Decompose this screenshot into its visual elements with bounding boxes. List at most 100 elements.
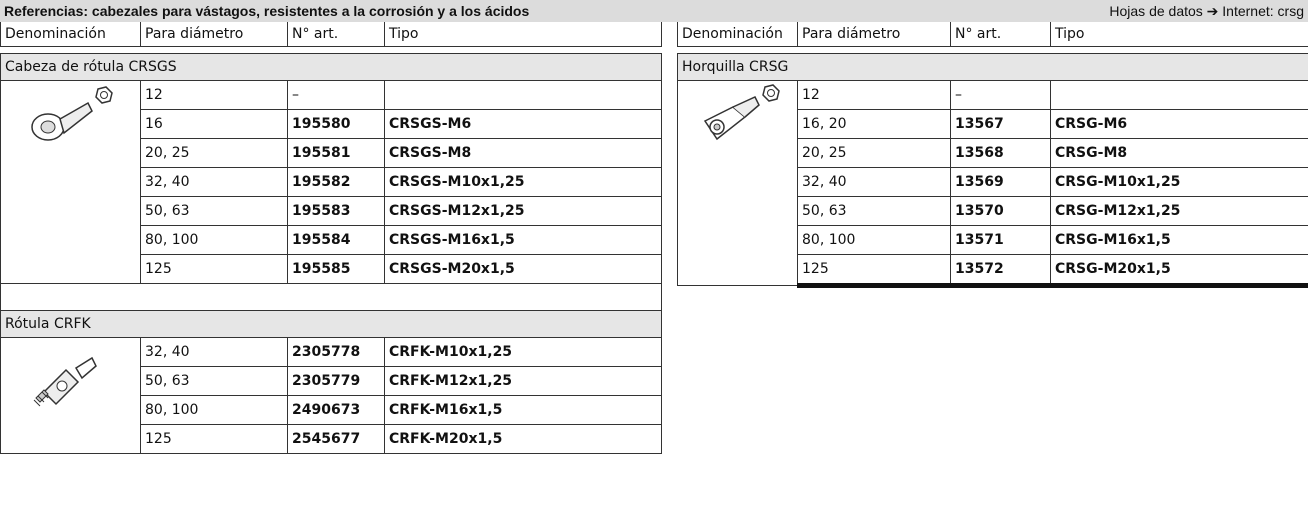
- spacer-cell: [677, 46, 1308, 54]
- type: CRSG-M10x1,25: [1050, 167, 1308, 197]
- title: Referencias: cabezales para vástagos, re…: [4, 3, 530, 19]
- diameter: 16: [140, 109, 288, 139]
- part-number: 13568: [950, 138, 1051, 168]
- group-row: Horquilla CRSG: [677, 53, 1308, 81]
- header-row: Denominación Para diámetro N° art. Tipo: [677, 22, 1308, 47]
- spacer: [0, 46, 662, 54]
- type: CRSGS-M20x1,5: [384, 254, 662, 284]
- type: CRSGS-M16x1,5: [384, 225, 662, 255]
- group-name: Rótula CRFK: [0, 310, 662, 338]
- type: CRSGS-M6: [384, 109, 662, 139]
- part-number: 2305779: [287, 366, 385, 396]
- type: CRFK-M12x1,25: [384, 366, 662, 396]
- diameter: 80, 100: [140, 395, 288, 425]
- left-table: Denominación Para diámetro N° art. Tipo Cabe…: [0, 22, 662, 454]
- blank-row: [0, 283, 662, 311]
- column-header: Denominación: [677, 22, 798, 47]
- product-image: [0, 337, 141, 454]
- part-number: 13569: [950, 167, 1051, 197]
- title-bar: Referencias: cabezales para vástagos, re…: [0, 0, 1308, 22]
- diameter: 32, 40: [797, 167, 951, 197]
- part-number: 195583: [287, 196, 385, 226]
- type: CRFK-M20x1,5: [384, 424, 662, 454]
- type: CRSGS-M12x1,25: [384, 196, 662, 226]
- part-number: –: [287, 80, 385, 110]
- type: [1050, 80, 1308, 110]
- column-header: Tipo: [1050, 22, 1308, 47]
- type: CRSG-M20x1,5: [1050, 254, 1308, 288]
- group-row: Cabeza de rótula CRSGS: [0, 53, 662, 81]
- group-name: Horquilla CRSG: [677, 53, 1308, 81]
- data-row: 20, 25 13568 CRSG-M8: [678, 138, 1308, 168]
- data-row: 80, 100 195584 CRSGS-M16x1,5: [1, 225, 662, 255]
- diameter: 12: [797, 80, 951, 110]
- column-header: Denominación: [0, 22, 141, 47]
- blank-cell: [0, 283, 662, 311]
- product-image: [0, 80, 141, 284]
- right-table: Denominación Para diámetro N° art. Tipo Horq…: [677, 22, 1308, 288]
- spacer-cell: [0, 46, 662, 54]
- diameter: 125: [797, 254, 951, 288]
- type: CRFK-M10x1,25: [384, 337, 662, 367]
- product-icon: [30, 86, 113, 141]
- column-header: Para diámetro: [797, 22, 951, 47]
- type: CRSGS-M10x1,25: [384, 167, 662, 197]
- spacer: [677, 46, 1308, 54]
- data-row: 125 2545677 CRFK-M20x1,5: [1, 424, 662, 454]
- datasheet-link: Hojas de datos ➔ Internet: crsg: [1109, 2, 1304, 19]
- column-header: N° art.: [287, 22, 385, 47]
- diameter: 125: [140, 254, 288, 284]
- product-image: [677, 80, 798, 286]
- type: [384, 80, 662, 110]
- type: CRSG-M16x1,5: [1050, 225, 1308, 255]
- part-number: 13571: [950, 225, 1051, 255]
- diameter: 50, 63: [140, 366, 288, 396]
- part-number: 195584: [287, 225, 385, 255]
- data-row: 20, 25 195581 CRSGS-M8: [1, 138, 662, 168]
- data-row: 50, 63 13570 CRSG-M12x1,25: [678, 196, 1308, 226]
- diameter: 12: [140, 80, 288, 110]
- part-number: 13567: [950, 109, 1051, 139]
- part-number: 195581: [287, 138, 385, 168]
- product-icon: [703, 84, 780, 141]
- part-number: 195585: [287, 254, 385, 284]
- column-header: Tipo: [384, 22, 662, 47]
- diameter: 125: [140, 424, 288, 454]
- diameter: 80, 100: [797, 225, 951, 255]
- part-number: 2490673: [287, 395, 385, 425]
- diameter: 32, 40: [140, 167, 288, 197]
- part-number: –: [950, 80, 1051, 110]
- product-icon: [33, 356, 97, 407]
- data-row: 32, 40 195582 CRSGS-M10x1,25: [1, 167, 662, 197]
- diameter: 20, 25: [140, 138, 288, 168]
- type: CRSG-M12x1,25: [1050, 196, 1308, 226]
- diameter: 80, 100: [140, 225, 288, 255]
- data-row: 50, 63 195583 CRSGS-M12x1,25: [1, 196, 662, 226]
- part-number: 195580: [287, 109, 385, 139]
- column-header: N° art.: [950, 22, 1051, 47]
- diameter: 32, 40: [140, 337, 288, 367]
- type: CRSG-M6: [1050, 109, 1308, 139]
- type: CRFK-M16x1,5: [384, 395, 662, 425]
- type: CRSG-M8: [1050, 138, 1308, 168]
- data-row: 12–: [677, 80, 1308, 286]
- data-row: 80, 100 2490673 CRFK-M16x1,5: [1, 395, 662, 425]
- header-row: Denominación Para diámetro N° art. Tipo: [0, 22, 662, 47]
- diameter: 16, 20: [797, 109, 951, 139]
- data-row: 125 195585 CRSGS-M20x1,5: [1, 254, 662, 284]
- type: CRSGS-M8: [384, 138, 662, 168]
- data-row: 80, 100 13571 CRSG-M16x1,5: [678, 225, 1308, 255]
- part-number: 2545677: [287, 424, 385, 454]
- data-row: 32, 40 2305778 CRFK-M10x1,25: [0, 337, 662, 454]
- group-name: Cabeza de rótula CRSGS: [0, 53, 662, 81]
- group-row: Rótula CRFK: [0, 310, 662, 338]
- part-number: 2305778: [287, 337, 385, 367]
- data-row: 12–: [0, 80, 662, 284]
- part-number: 13572: [950, 254, 1051, 288]
- part-number: 195582: [287, 167, 385, 197]
- data-row: 125 13572 CRSG-M20x1,5: [678, 254, 1308, 288]
- diameter: 50, 63: [140, 196, 288, 226]
- diameter: 50, 63: [797, 196, 951, 226]
- diameter: 20, 25: [797, 138, 951, 168]
